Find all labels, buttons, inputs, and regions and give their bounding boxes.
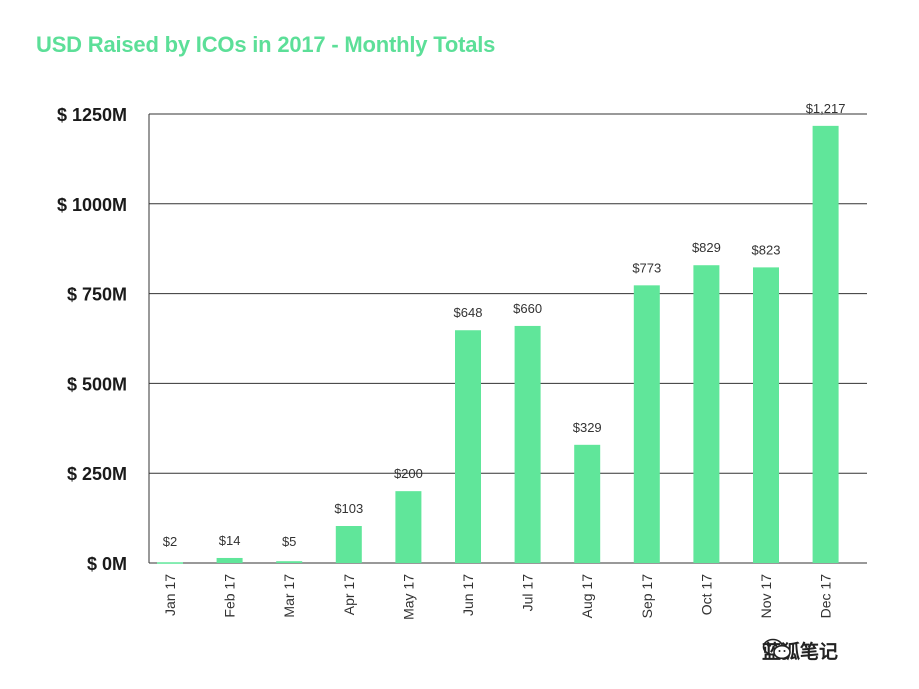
x-tick-label: Sep 17 (639, 574, 655, 619)
y-tick-label: $ 750M (67, 285, 127, 305)
data-label: $5 (282, 534, 296, 549)
bar (514, 325, 541, 563)
x-tick-label: Oct 17 (698, 574, 714, 615)
x-tick-label: May 17 (400, 574, 416, 620)
x-tick-label: Jul 17 (520, 574, 536, 612)
data-label: $2 (163, 534, 177, 549)
data-label: $823 (752, 242, 781, 257)
x-tick-label: Dec 17 (818, 574, 834, 619)
bar (335, 526, 362, 563)
bar (455, 330, 481, 563)
chart-title: USD Raised by ICOs in 2017 - Monthly Tot… (36, 32, 496, 57)
bar (812, 125, 839, 563)
data-label: $773 (632, 260, 661, 275)
x-tick-label: Jun 17 (460, 574, 476, 616)
y-tick-label: $ 250M (67, 464, 127, 484)
data-label: $829 (692, 240, 721, 255)
y-tick-label: $ 1250M (57, 105, 127, 125)
x-tick-label: Nov 17 (758, 574, 774, 619)
x-tick-label: Feb 17 (222, 574, 238, 618)
bar (216, 557, 243, 563)
data-label: $660 (513, 301, 542, 316)
watermark: 蓝狐笔记 (762, 637, 838, 664)
x-tick-label: Apr 17 (341, 574, 357, 615)
data-label: $14 (219, 533, 241, 548)
y-tick-label: $ 1000M (57, 195, 127, 215)
data-label: $329 (573, 420, 602, 435)
bar (157, 562, 183, 564)
bar (633, 285, 660, 563)
x-tick-label: Mar 17 (281, 574, 297, 618)
bar (276, 561, 303, 563)
x-tick-label: Aug 17 (579, 574, 595, 619)
bar (574, 444, 601, 563)
bar (693, 265, 720, 563)
data-label: $1,217 (806, 101, 846, 116)
wechat-icon (762, 638, 791, 660)
y-tick-label: $ 500M (67, 374, 127, 394)
x-tick-label: Jan 17 (162, 574, 178, 616)
bar (395, 491, 422, 563)
y-tick-label: $ 0M (87, 554, 127, 574)
data-label: $103 (334, 501, 363, 516)
data-label: $648 (454, 305, 483, 320)
bar (753, 267, 779, 563)
data-label: $200 (394, 466, 423, 481)
